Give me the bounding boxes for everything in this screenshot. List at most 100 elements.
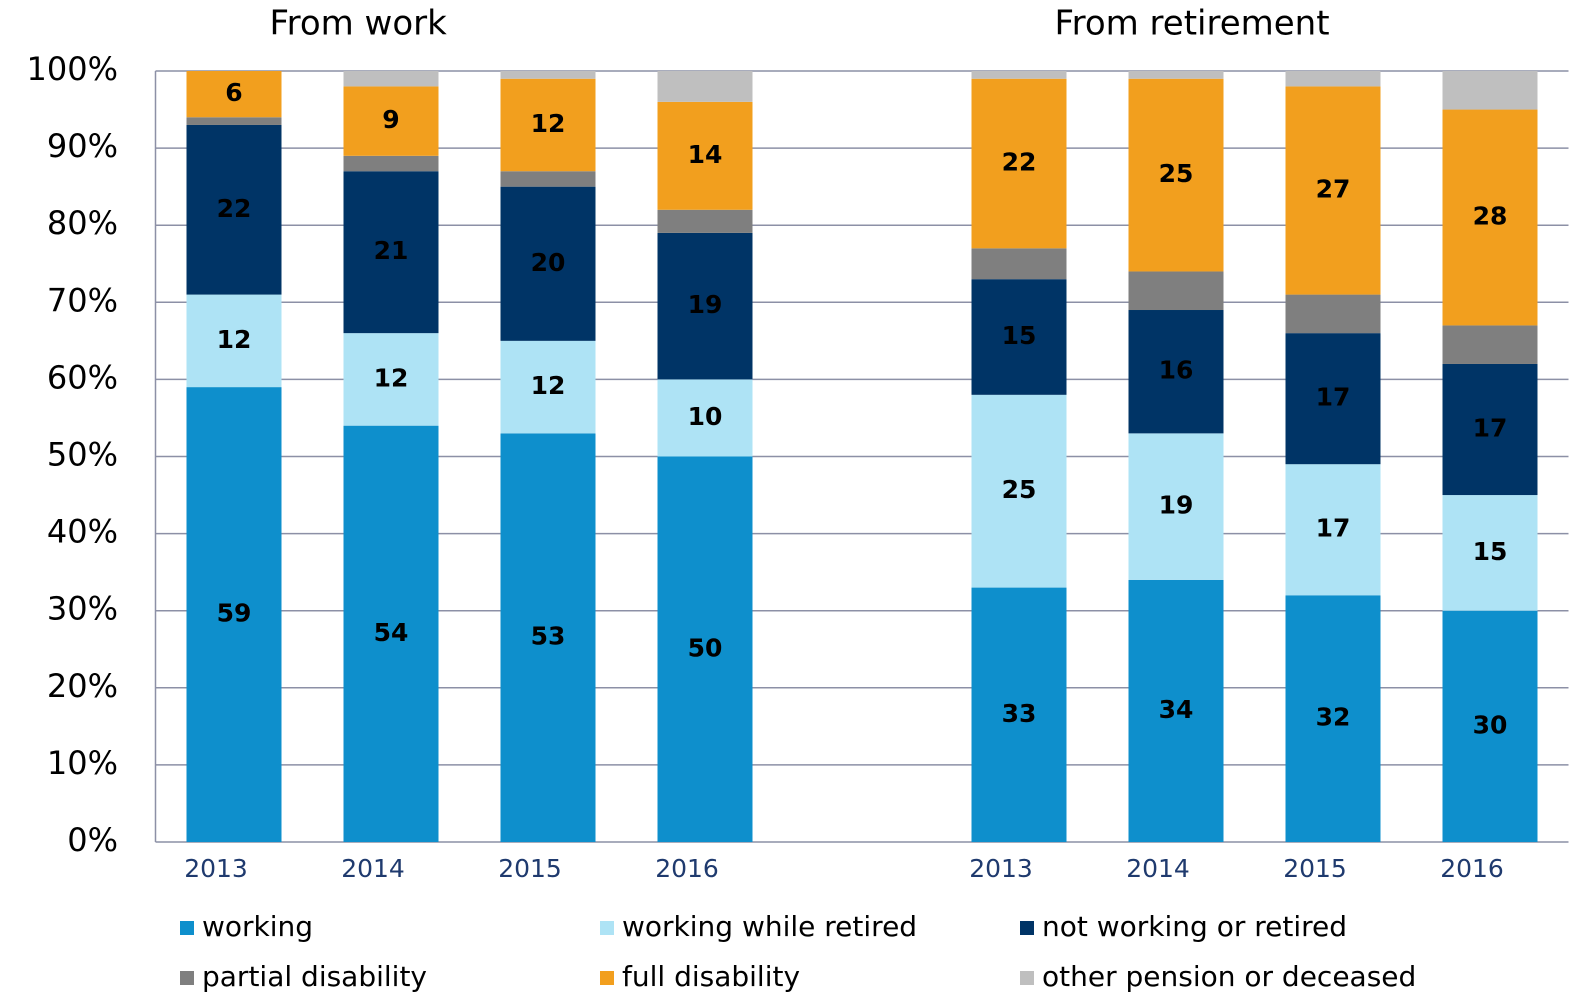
- bar-segment: [657, 379, 753, 457]
- data-label: 25: [1159, 159, 1194, 188]
- legend-label: other pension or deceased: [1042, 960, 1416, 993]
- labels: 0% 10% 20% 30% 40% 50% 60% 70% 80% 90% 100% From wo…: [27, 4, 1508, 994]
- bar-segment: [971, 394, 1067, 588]
- bar-segment: [186, 387, 282, 842]
- legend-label: working while retired: [622, 910, 917, 943]
- legend-swatch: [180, 921, 194, 935]
- x-tick-label: 2013: [969, 854, 1033, 883]
- legend-label: full disability: [622, 960, 800, 993]
- y-tick-label: 10%: [47, 744, 118, 782]
- data-label: 32: [1316, 703, 1351, 732]
- bar-segment: [343, 333, 439, 426]
- bar-segment: [971, 279, 1067, 395]
- bar-segment: [1128, 433, 1224, 580]
- y-tick-label: 80%: [47, 204, 118, 242]
- bar-segment: [1285, 464, 1381, 596]
- legend-label: not working or retired: [1042, 910, 1347, 943]
- bar-segment: [1128, 271, 1224, 311]
- data-label: 34: [1159, 695, 1194, 724]
- y-tick-label: 100%: [27, 50, 118, 88]
- group-title: From retirement: [1055, 4, 1330, 44]
- data-label: 12: [374, 363, 409, 392]
- data-label: 17: [1473, 414, 1508, 443]
- bar-segment: [1128, 579, 1224, 842]
- bar-segment: [186, 124, 282, 295]
- data-label: 59: [217, 599, 252, 628]
- bar-segment: [657, 232, 753, 380]
- legend-swatch: [180, 971, 194, 985]
- y-tick-label: 60%: [47, 358, 118, 396]
- x-tick-label: 2015: [498, 854, 562, 883]
- bar-segment: [500, 171, 596, 187]
- legend-swatch: [1020, 921, 1034, 935]
- x-tick-label: 2014: [1126, 854, 1190, 883]
- bar-segment: [343, 425, 439, 842]
- data-label: 50: [688, 633, 723, 662]
- data-label: 21: [374, 236, 409, 265]
- data-label: 9: [382, 105, 399, 134]
- bar-segment: [1442, 109, 1538, 326]
- bar-segment: [657, 71, 753, 102]
- bar-segment: [1442, 610, 1538, 842]
- data-label: 33: [1002, 699, 1037, 728]
- bar-segment: [971, 248, 1067, 280]
- legend-swatch: [600, 971, 614, 985]
- data-label: 17: [1316, 383, 1351, 412]
- bars: [186, 71, 1538, 842]
- bar-segment: [343, 171, 439, 334]
- bar-segment: [971, 78, 1067, 249]
- bar-segment: [657, 101, 753, 210]
- bar-segment: [500, 186, 596, 341]
- data-label: 12: [217, 325, 252, 354]
- data-label: 15: [1002, 321, 1037, 350]
- data-label: 30: [1473, 710, 1508, 739]
- data-label: 17: [1316, 514, 1351, 543]
- y-tick-label: 40%: [47, 513, 118, 551]
- data-label: 14: [688, 140, 723, 169]
- y-tick-label: 20%: [47, 667, 118, 705]
- bar-segment: [1442, 325, 1538, 364]
- data-label: 28: [1473, 201, 1508, 230]
- bar-segment: [343, 71, 439, 87]
- bar-segment: [1128, 71, 1224, 79]
- legend-label: working: [202, 910, 313, 943]
- y-tick-label: 30%: [47, 590, 118, 628]
- legend-label: partial disability: [202, 960, 427, 993]
- bar-segment: [1128, 78, 1224, 272]
- bar-segment: [1442, 495, 1538, 611]
- data-label: 19: [688, 290, 723, 319]
- bar-segment: [500, 78, 596, 172]
- bar-segment: [1285, 333, 1381, 465]
- legend-swatch: [600, 921, 614, 935]
- y-tick-label: 0%: [67, 821, 118, 859]
- data-label: 27: [1316, 175, 1351, 204]
- bar-segment: [971, 71, 1067, 79]
- x-tick-label: 2013: [184, 854, 248, 883]
- data-label: 22: [217, 194, 252, 223]
- bar-segment: [1285, 71, 1381, 87]
- data-label: 15: [1473, 537, 1508, 566]
- data-label: 25: [1002, 475, 1037, 504]
- bar-segment: [1442, 363, 1538, 496]
- data-label: 19: [1159, 491, 1194, 520]
- y-tick-label: 70%: [47, 281, 118, 319]
- bar-segment: [500, 340, 596, 434]
- x-tick-label: 2016: [1440, 854, 1504, 883]
- bar-segment: [343, 86, 439, 156]
- bar-segment: [186, 71, 282, 118]
- data-label: 12: [531, 109, 566, 138]
- data-label: 10: [688, 402, 723, 431]
- data-label: 53: [531, 622, 566, 651]
- y-tick-label: 50%: [47, 436, 118, 474]
- bar-segment: [1285, 595, 1381, 842]
- x-tick-label: 2015: [1283, 854, 1347, 883]
- bar-segment: [343, 155, 439, 172]
- group-title: From work: [270, 4, 448, 44]
- x-tick-label: 2016: [655, 854, 719, 883]
- legend-swatch: [1020, 971, 1034, 985]
- bar-segment: [657, 209, 753, 233]
- data-label: 22: [1002, 148, 1037, 177]
- bar-segment: [186, 294, 282, 388]
- bar-segment: [500, 71, 596, 79]
